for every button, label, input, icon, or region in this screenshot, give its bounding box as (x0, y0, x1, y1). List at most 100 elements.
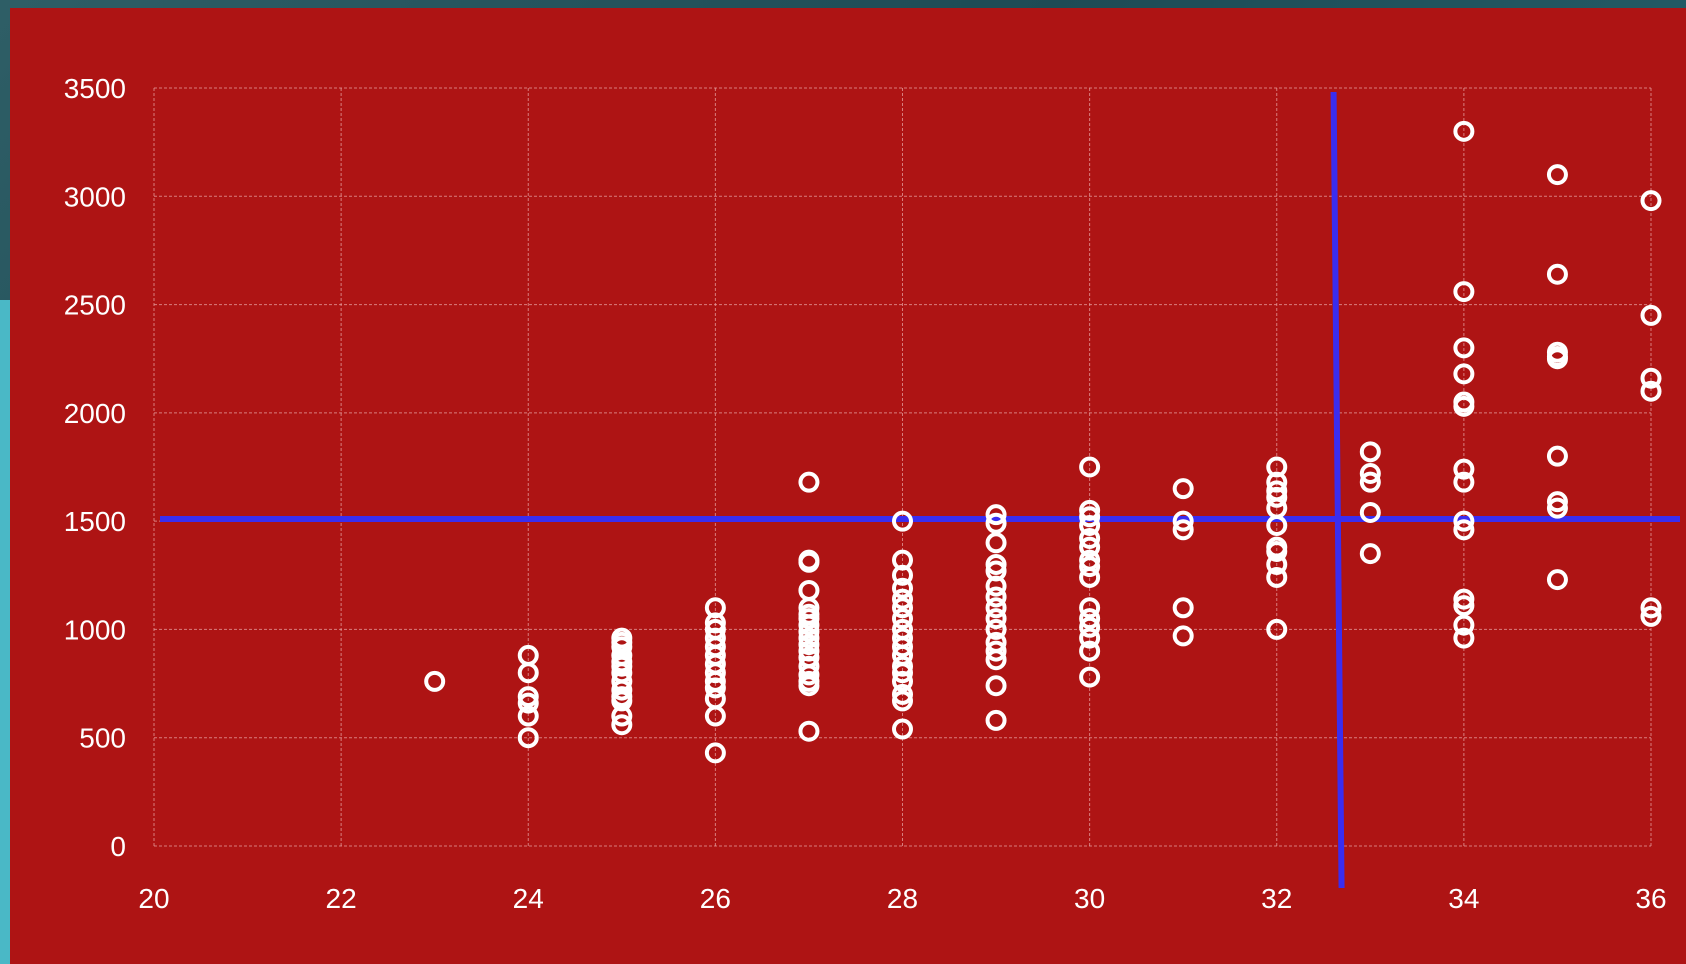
y-tick-label: 2500 (64, 290, 126, 321)
data-point (1640, 367, 1662, 389)
data-point (517, 692, 539, 714)
y-tick-label: 1500 (64, 506, 126, 537)
data-point (1546, 569, 1568, 591)
data-point (517, 727, 539, 749)
data-point (424, 670, 446, 692)
data-point (985, 675, 1007, 697)
data-point (1172, 519, 1194, 541)
data-point (892, 636, 913, 658)
x-tick-label: 28 (887, 883, 918, 914)
data-point (1453, 471, 1475, 493)
data-point (798, 614, 820, 636)
data-point (892, 718, 913, 740)
data-point (1079, 556, 1101, 578)
data-point (1640, 190, 1662, 212)
data-point (985, 597, 1007, 619)
data-point (1546, 348, 1568, 370)
data-point (1266, 540, 1288, 562)
data-point (611, 705, 633, 727)
data-point (1453, 519, 1475, 541)
data-point (1546, 497, 1568, 519)
data-point (1172, 625, 1194, 647)
data-point (1079, 527, 1101, 549)
data-point (1266, 514, 1288, 536)
data-point (1453, 510, 1475, 532)
data-point (985, 553, 1007, 575)
data-point (1453, 337, 1475, 359)
data-point (892, 597, 913, 619)
data-point (1266, 618, 1288, 640)
x-tick-label: 32 (1261, 883, 1292, 914)
data-point (985, 649, 1007, 671)
data-point (985, 512, 1007, 534)
data-point (1453, 595, 1475, 617)
data-point (798, 675, 820, 697)
data-point (798, 621, 820, 643)
data-point (798, 627, 820, 649)
data-point (892, 683, 913, 705)
data-point (1453, 363, 1475, 385)
data-point (611, 714, 633, 736)
data-point (985, 709, 1007, 731)
data-point (798, 579, 820, 601)
data-point (1453, 458, 1475, 480)
data-point (1079, 514, 1101, 536)
x-tick-label: 24 (513, 883, 544, 914)
data-point (1079, 597, 1101, 619)
data-point (798, 664, 820, 686)
data-point (1546, 263, 1568, 285)
data-point (1640, 597, 1662, 619)
data-point (1453, 588, 1475, 610)
data-point (1640, 605, 1662, 627)
data-point (1359, 543, 1381, 565)
data-point (1079, 608, 1101, 630)
data-point (1640, 380, 1662, 402)
data-point (1453, 627, 1475, 649)
data-point (1266, 553, 1288, 575)
chart-panel (10, 8, 1686, 964)
data-point (985, 575, 1007, 597)
data-point (704, 705, 726, 727)
y-tick-label: 500 (79, 723, 126, 754)
vertical-reference-line (1330, 91, 1345, 889)
data-point (892, 577, 913, 599)
data-point (1359, 501, 1381, 523)
data-point (985, 532, 1007, 554)
data-point (798, 471, 820, 493)
data-point (1640, 304, 1662, 326)
data-point (611, 679, 633, 701)
data-point (704, 677, 726, 699)
data-point (985, 586, 1007, 608)
data-point (1079, 536, 1101, 558)
data-point (1546, 491, 1568, 513)
data-point (1079, 506, 1101, 528)
x-tick-label: 34 (1448, 883, 1479, 914)
data-point (517, 705, 539, 727)
grid-lines (153, 87, 1652, 847)
data-point (892, 690, 913, 712)
data-point (798, 608, 820, 630)
reference-lines (160, 91, 1680, 889)
data-point (1359, 441, 1381, 463)
data-point (1172, 510, 1194, 532)
data-point (798, 720, 820, 742)
data-point (1453, 395, 1475, 417)
x-axis-ticks: 20 22 24 26 28 30 32 34 36 (138, 883, 1666, 914)
data-point (1546, 164, 1568, 186)
data-point (892, 608, 913, 630)
data-point (1079, 566, 1101, 588)
data-point (1172, 597, 1194, 619)
data-point (1079, 616, 1101, 638)
data-point (1546, 445, 1568, 467)
data-point (517, 686, 539, 708)
data-point (1453, 281, 1475, 303)
data-point (892, 588, 913, 610)
y-axis-ticks: 0 500 1000 1500 2000 2500 3000 3500 (64, 73, 126, 862)
y-tick-label: 3000 (64, 181, 126, 212)
data-point (1359, 462, 1381, 484)
data-point (985, 640, 1007, 662)
data-point (892, 564, 913, 586)
data-point (517, 662, 539, 684)
data-point (1172, 478, 1194, 500)
